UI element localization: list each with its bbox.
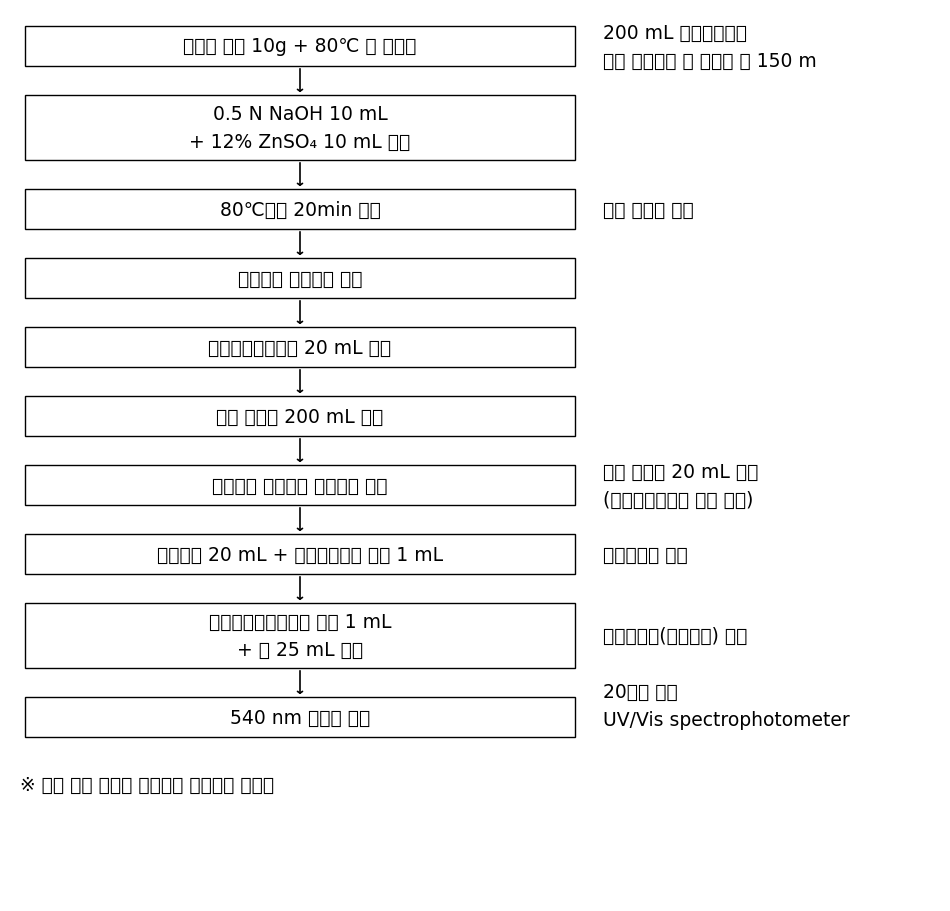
Text: ※ 모든 시험 조작은 공시험을 실시하여 보정함: ※ 모든 시험 조작은 공시험을 실시하여 보정함 <box>20 775 275 794</box>
Text: 20분간 방치
UV/Vis spectrophotometer: 20분간 방치 UV/Vis spectrophotometer <box>603 681 849 729</box>
Text: 최초 여과액 20 mL 버림
(여과지로부터의 오염 제거): 최초 여과액 20 mL 버림 (여과지로부터의 오염 제거) <box>603 462 758 509</box>
Text: 나프틸에틸렜디아민 용액 1 mL
+ 물 25 mL 첨가: 나프틸에틸렜디아민 용액 1 mL + 물 25 mL 첨가 <box>209 612 391 660</box>
Text: 싸늘에서 실온으로 냉각: 싸늘에서 실온으로 냉각 <box>238 270 362 288</box>
Text: 초산암모늄완충액 20 mL 첨가: 초산암모늄완충액 20 mL 첨가 <box>208 338 391 357</box>
Text: 아조화합물(아조색소) 형성: 아조화합물(아조색소) 형성 <box>603 627 748 645</box>
Text: 0.5 N NaOH 10 mL
+ 12% ZnSO₄ 10 mL 첨가: 0.5 N NaOH 10 mL + 12% ZnSO₄ 10 mL 첨가 <box>189 105 410 152</box>
Text: 디아조늄염 형성: 디아조늄염 형성 <box>603 545 688 564</box>
FancyBboxPatch shape <box>25 396 575 436</box>
Text: 물을 가하여 200 mL 정용: 물을 가하여 200 mL 정용 <box>217 407 384 426</box>
FancyBboxPatch shape <box>25 259 575 299</box>
Text: 200 mL 메스플라스크
이때 플라스크 중 액량은 약 150 m: 200 mL 메스플라스크 이때 플라스크 중 액량은 약 150 m <box>603 24 817 70</box>
FancyBboxPatch shape <box>25 697 575 737</box>
Text: 시험용액 20 mL + 설파닐아미드 용액 1 mL: 시험용액 20 mL + 설파닐아미드 용액 1 mL <box>157 545 443 564</box>
FancyBboxPatch shape <box>25 466 575 506</box>
Text: 세절한 검체 10g + 80℃ 물 적당량: 세절한 검체 10g + 80℃ 물 적당량 <box>183 37 417 56</box>
Text: 수욕 중에서 가열: 수욕 중에서 가열 <box>603 200 694 220</box>
Text: 여과지로 여과하여 시험용액 제조: 여과지로 여과하여 시험용액 제조 <box>212 476 388 495</box>
FancyBboxPatch shape <box>25 535 575 574</box>
FancyBboxPatch shape <box>25 96 575 161</box>
FancyBboxPatch shape <box>25 603 575 669</box>
FancyBboxPatch shape <box>25 27 575 67</box>
FancyBboxPatch shape <box>25 328 575 368</box>
Text: 80℃에서 20min 가열: 80℃에서 20min 가열 <box>219 200 380 220</box>
FancyBboxPatch shape <box>25 189 575 230</box>
Text: 540 nm 흡광도 측정: 540 nm 흡광도 측정 <box>230 708 370 727</box>
